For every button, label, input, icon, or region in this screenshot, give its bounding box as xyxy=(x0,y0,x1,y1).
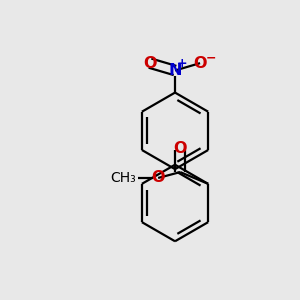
Text: CH₃: CH₃ xyxy=(110,171,136,185)
Text: O: O xyxy=(152,170,165,185)
Text: O: O xyxy=(193,56,207,70)
Text: O: O xyxy=(143,56,157,70)
Text: +: + xyxy=(177,57,188,70)
Text: O: O xyxy=(173,141,187,156)
Text: −: − xyxy=(206,51,217,64)
Text: N: N xyxy=(168,63,182,78)
